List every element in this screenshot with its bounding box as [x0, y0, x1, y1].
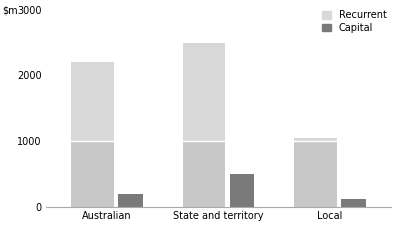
Y-axis label: $m: $m [2, 6, 18, 16]
Bar [295, 138, 337, 141]
Bar [71, 141, 114, 207]
Legend: Recurrent, Capital: Recurrent, Capital [322, 10, 387, 33]
Bar [71, 62, 114, 141]
Bar [118, 194, 143, 207]
Bar [295, 141, 337, 207]
Bar [183, 141, 225, 207]
Bar [230, 174, 254, 207]
Bar [183, 42, 225, 141]
Bar [341, 199, 366, 207]
